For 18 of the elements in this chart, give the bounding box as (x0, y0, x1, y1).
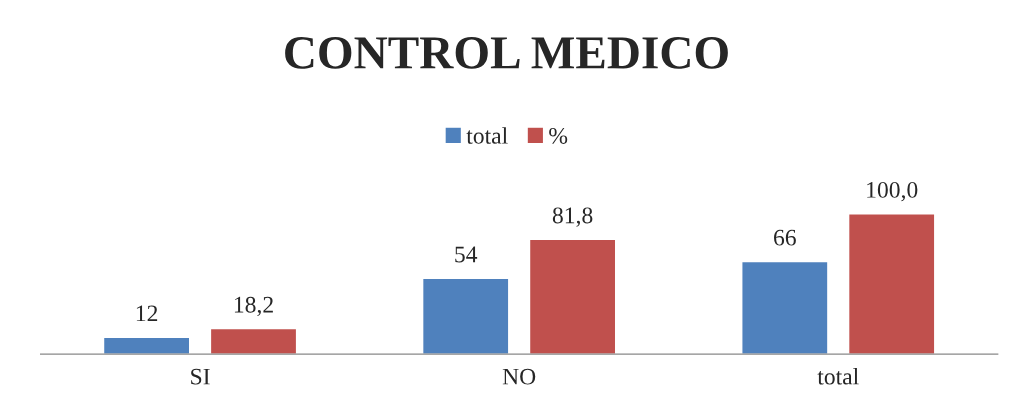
x-tick-label: NO (502, 368, 536, 385)
data-label: 66 (774, 229, 796, 246)
legend-label: % (549, 127, 568, 144)
x-tick-label: SI (191, 368, 210, 385)
bar (847, 213, 936, 355)
data-label: 12 (136, 305, 158, 322)
data-label: 81,8 (552, 207, 593, 227)
bar (102, 336, 191, 355)
data-label: 54 (455, 246, 478, 263)
bar (528, 238, 617, 355)
data-label: 100,0 (867, 181, 918, 202)
x-tick-label: total (817, 367, 859, 385)
legend-label: total (466, 127, 508, 144)
bar (209, 327, 298, 355)
chart-title: CONTROL MEDICO (285, 37, 728, 69)
bar (421, 277, 510, 355)
data-label: 18,2 (234, 296, 273, 317)
bar (741, 260, 829, 355)
